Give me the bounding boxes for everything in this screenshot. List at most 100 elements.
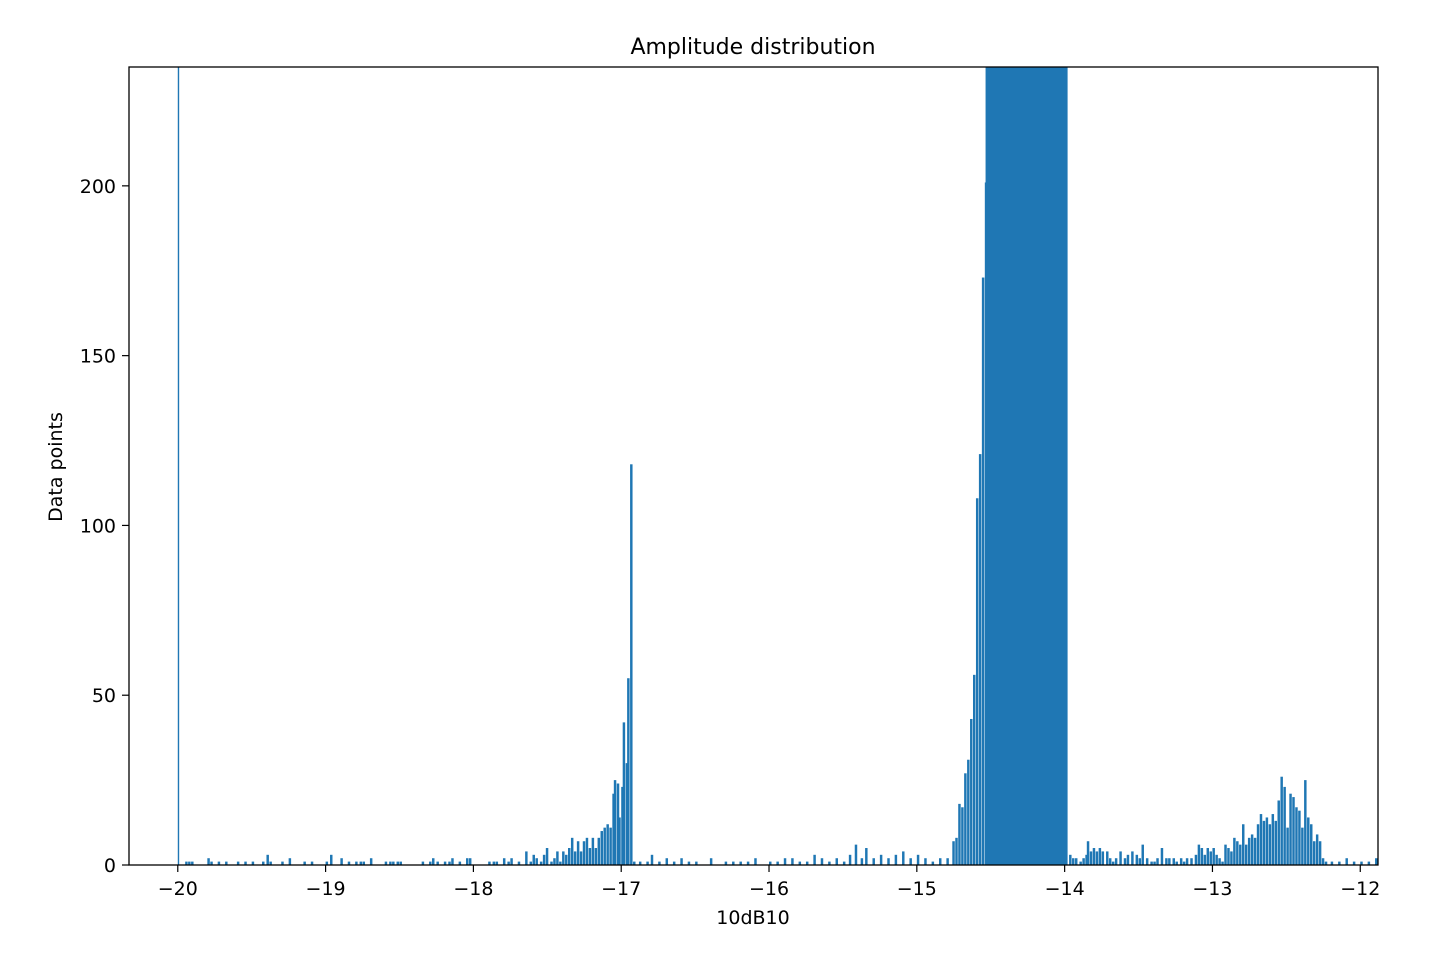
histogram-bar xyxy=(746,861,750,865)
histogram-bar xyxy=(1182,861,1186,865)
histogram-bar xyxy=(618,817,621,865)
histogram-bar xyxy=(585,837,589,865)
histogram-bar xyxy=(539,861,543,865)
histogram-bar xyxy=(616,783,620,865)
histogram-bar xyxy=(579,851,583,865)
histogram-bar xyxy=(879,854,883,865)
histogram-bar xyxy=(1126,854,1130,865)
histogram-bar xyxy=(627,678,630,865)
histogram-bar xyxy=(502,858,506,865)
histogram-bar xyxy=(894,854,898,865)
histogram-bar xyxy=(709,858,713,865)
x-tick-label: −19 xyxy=(306,878,346,900)
histogram-bar xyxy=(1330,861,1334,865)
histogram-bar xyxy=(931,861,935,865)
histogram-bar xyxy=(1253,837,1257,865)
histogram-bar xyxy=(210,861,213,865)
histogram-bar xyxy=(835,858,838,865)
histogram-bar xyxy=(1165,858,1168,865)
histogram-bar xyxy=(1312,841,1316,865)
histogram-bar xyxy=(1131,851,1134,865)
histogram-bar xyxy=(1301,827,1304,865)
histogram-bar xyxy=(724,861,728,865)
x-tick-label: −20 xyxy=(158,878,198,900)
histogram-bar xyxy=(828,861,831,865)
histogram-bar xyxy=(1268,824,1272,865)
histogram-bar xyxy=(1168,858,1171,865)
histogram-bar xyxy=(854,844,858,865)
histogram-bar xyxy=(1250,834,1254,865)
histogram-bar xyxy=(542,854,546,865)
histogram-bar xyxy=(600,831,603,865)
histogram-bar xyxy=(553,858,556,865)
histogram-bar xyxy=(288,858,292,865)
histogram-bar xyxy=(389,861,392,865)
histogram-bar xyxy=(1242,824,1245,865)
x-tick-label: −16 xyxy=(749,878,789,900)
histogram-bar xyxy=(1215,854,1218,865)
histogram-bar xyxy=(754,858,757,865)
histogram-bar xyxy=(687,861,691,865)
histogram-bar xyxy=(1265,817,1269,865)
histogram-bar xyxy=(1141,844,1144,865)
histogram-bar xyxy=(964,773,967,865)
histogram-bar xyxy=(630,464,633,865)
histogram-bars xyxy=(177,67,1378,865)
histogram-bar xyxy=(1150,861,1153,865)
histogram-bar xyxy=(952,841,955,865)
histogram-bar xyxy=(1209,851,1212,865)
histogram-bar xyxy=(939,858,942,865)
histogram-bar xyxy=(1304,780,1307,865)
histogram-bar xyxy=(1095,851,1099,865)
histogram-bar xyxy=(872,858,875,865)
histogram-bar xyxy=(1111,861,1115,865)
histogram-bar xyxy=(1345,858,1348,865)
y-tick-label: 50 xyxy=(92,685,116,707)
histogram-bar xyxy=(303,861,306,865)
histogram-bar xyxy=(340,858,343,865)
histogram-bar xyxy=(266,854,269,865)
histogram-bar xyxy=(1098,848,1102,865)
histogram-bar xyxy=(1218,858,1221,865)
histogram-bar xyxy=(650,854,654,865)
histogram-bar xyxy=(451,858,454,865)
histogram-bar xyxy=(1307,817,1310,865)
histogram-bar xyxy=(820,858,824,865)
histogram-bar xyxy=(1367,861,1371,865)
histogram-bar xyxy=(638,861,642,865)
histogram-bar xyxy=(281,861,284,865)
histogram-bar xyxy=(396,861,400,865)
histogram-bar xyxy=(798,861,802,865)
histogram-bar xyxy=(606,824,609,865)
histogram-bar xyxy=(1321,858,1325,865)
histogram-bar xyxy=(1271,814,1275,865)
histogram-bar xyxy=(887,858,890,865)
histogram-bar xyxy=(355,861,358,865)
histogram-bar xyxy=(432,858,435,865)
histogram-bar xyxy=(330,854,333,865)
histogram-bar xyxy=(978,454,982,865)
histogram-bar xyxy=(1233,837,1236,865)
histogram-bar xyxy=(791,858,794,865)
histogram-bar xyxy=(1106,851,1109,865)
histogram-bar xyxy=(1283,786,1286,865)
histogram-bar xyxy=(1206,848,1210,865)
histogram-bar xyxy=(805,861,809,865)
histogram-bar xyxy=(1069,854,1072,865)
histogram-bar xyxy=(646,861,649,865)
histogram-bar xyxy=(1236,841,1239,865)
histogram-bar xyxy=(732,861,735,865)
histogram-bar xyxy=(492,861,496,865)
y-axis-ticks: 0 50 100 150 200 xyxy=(80,176,129,877)
histogram-bar xyxy=(1274,820,1277,865)
histogram-bar xyxy=(466,858,469,865)
histogram-bar xyxy=(510,858,513,865)
histogram-bar xyxy=(556,851,559,865)
histogram-bar xyxy=(1292,797,1295,865)
histogram-bar xyxy=(658,861,661,865)
histogram-bar xyxy=(1375,858,1378,865)
histogram-bar xyxy=(1138,858,1142,865)
histogram-bar xyxy=(570,837,574,865)
histogram-bar xyxy=(909,858,912,865)
